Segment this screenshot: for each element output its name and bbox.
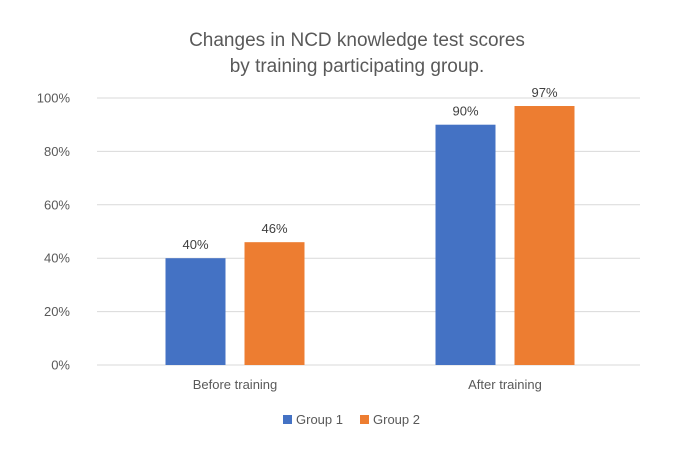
y-tick-label: 0%	[51, 358, 70, 373]
data-label: 40%	[182, 237, 208, 252]
y-tick-label: 80%	[44, 144, 70, 159]
y-tick-label: 60%	[44, 197, 70, 212]
category-labels: Before training After training	[193, 377, 542, 392]
y-tick-label: 20%	[44, 304, 70, 319]
category-label: After training	[468, 377, 542, 392]
legend-swatch	[283, 415, 292, 424]
chart-title-line-2: by training participating group.	[230, 56, 485, 77]
bar	[165, 258, 226, 365]
legend-label: Group 1	[296, 412, 343, 427]
bars	[165, 106, 575, 365]
y-tick-label: 40%	[44, 251, 70, 266]
data-label: 90%	[452, 104, 478, 119]
bar	[435, 124, 496, 365]
legend-label: Group 2	[373, 412, 420, 427]
data-labels: 40% 46% 90% 97%	[182, 85, 557, 252]
y-tick-label: 100%	[37, 91, 71, 106]
category-label: Before training	[193, 377, 278, 392]
bar	[514, 106, 575, 365]
y-axis-tick-labels: 0% 20% 40% 60% 80% 100%	[37, 91, 71, 373]
data-label: 46%	[261, 221, 287, 236]
bar	[244, 242, 305, 365]
legend-swatch	[360, 415, 369, 424]
data-label: 97%	[531, 85, 557, 100]
chart-title-line-1: Changes in NCD knowledge test scores	[189, 30, 525, 51]
legend: Group 1 Group 2	[283, 412, 420, 427]
